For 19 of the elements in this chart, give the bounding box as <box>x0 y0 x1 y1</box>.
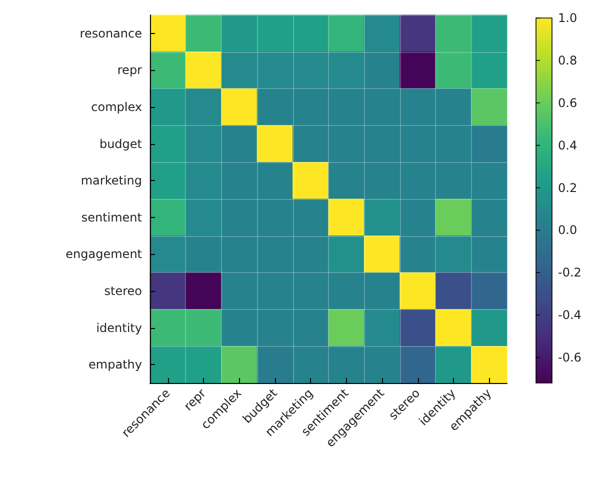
color-bar-label: -0.6 <box>558 350 582 365</box>
color-bar-label: -0.4 <box>558 308 582 322</box>
y-tick-label: empathy <box>88 358 142 372</box>
y-tick-label: repr <box>117 63 142 78</box>
color-bar-label: 0.2 <box>558 180 578 195</box>
color-bar-label: -0.2 <box>558 266 582 280</box>
y-tick-label: identity <box>96 320 142 335</box>
color-bar-label: 0.0 <box>558 223 578 238</box>
y-tick-label: resonance <box>80 26 142 40</box>
y-tick-label: budget <box>99 136 142 151</box>
y-tick-label: marketing <box>80 174 142 188</box>
color-bar-label: 0.6 <box>558 96 578 110</box>
y-tick-label: engagement <box>66 247 142 262</box>
y-tick-label: stereo <box>104 284 142 298</box>
color-bar-label: 0.8 <box>558 53 578 68</box>
color-bar-label: 0.4 <box>558 138 578 152</box>
y-tick-label: sentiment <box>81 210 142 224</box>
y-tick-label: complex <box>91 100 142 114</box>
color-bar-label: 1.0 <box>558 11 578 25</box>
